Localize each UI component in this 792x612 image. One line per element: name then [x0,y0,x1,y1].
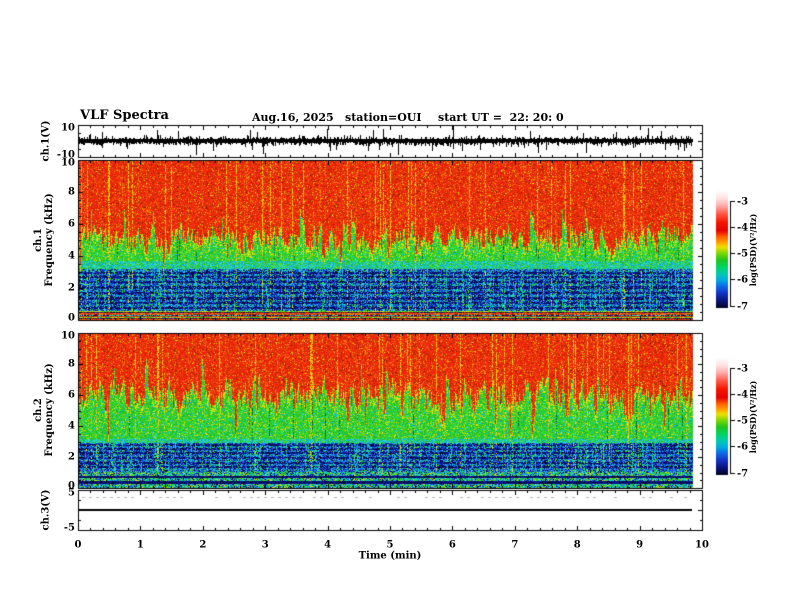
y-tick-label-ch2-spec: 8 [68,358,75,370]
colorbar2-axis-label: log(PSD)(V²/Hz) [748,380,758,454]
x-tick-label: 2 [199,539,207,551]
header-station: station=OUI [345,111,422,124]
y-tick-label-ch1-volt: 10 [61,122,75,134]
x-tick-label: 3 [261,539,269,551]
y-tick-label-ch1-spec: 4 [68,250,75,262]
y-tick-label-ch2-spec: 10 [61,330,75,342]
y-tick-label-ch1-spec: 8 [68,186,75,198]
header-start-ut: start UT = 22: 20: 0 [438,111,564,124]
y-tick-label-ch2-spec: 4 [68,420,75,432]
y-tick-label-ch3-volt: -5 [63,522,75,534]
y-tick-label-ch3-volt: 5 [68,487,75,499]
x-tick-label: 6 [448,539,456,551]
x-tick-label: 10 [695,539,709,551]
figure-title: VLF Spectra [80,108,169,123]
y-tick-label-ch1-volt: -10 [56,149,75,161]
y-axis-label-ch2-channel: ch.2 [33,398,44,422]
y-axis-label-ch2-frequency: Frequency (kHz) [44,363,55,457]
y-axis-label-ch1-channel: ch.1 [33,228,44,252]
x-tick-label: 9 [636,539,644,551]
colorbar-tick-label: -4 [737,389,749,400]
colorbar-tick-label: -6 [737,441,749,452]
x-tick-label: 5 [386,539,394,551]
x-tick-label: 0 [74,539,82,551]
header-date: Aug.16, 2025 [252,111,334,124]
colorbar-tick-label: -3 [737,196,749,207]
colorbar-tick-label: -3 [737,363,749,374]
colorbar-tick-label: -5 [737,248,749,259]
y-tick-label-ch1-spec: 2 [68,282,75,294]
colorbar-tick-label: -4 [737,222,749,233]
y-tick-label-ch1-spec: 6 [68,218,75,230]
y-tick-label-ch2-spec: 0 [68,480,75,492]
y-tick-label-ch1-spec: 0 [68,312,75,324]
x-axis-title: Time (min) [358,550,422,562]
y-axis-label-ch2-spec: ch.2 Frequency (kHz) [33,363,55,456]
y-tick-label-ch2-spec: 6 [68,389,75,401]
x-tick-label: 4 [324,539,332,551]
y-tick-label-ch2-spec: 2 [68,451,75,463]
y-axis-label-ch1-spec: ch.1 Frequency (kHz) [33,193,55,286]
colorbar-tick-label: -6 [737,274,749,285]
x-tick-label: 8 [573,539,581,551]
y-axis-label-ch1-frequency: Frequency (kHz) [44,193,55,287]
y-tick-label-ch1-spec: 10 [61,157,75,169]
y-axis-label-ch3-volt: ch.3(V) [40,489,52,531]
x-tick-label: 1 [136,539,144,551]
x-tick-label: 7 [511,539,519,551]
colorbar-tick-label: -7 [737,468,749,479]
colorbar-tick-label: -7 [737,301,749,312]
colorbar1-axis-label: log(PSD)(V²/Hz) [748,213,758,287]
y-axis-label-ch1-volt: ch.1(V) [40,120,52,162]
colorbar-tick-label: -5 [737,415,749,426]
